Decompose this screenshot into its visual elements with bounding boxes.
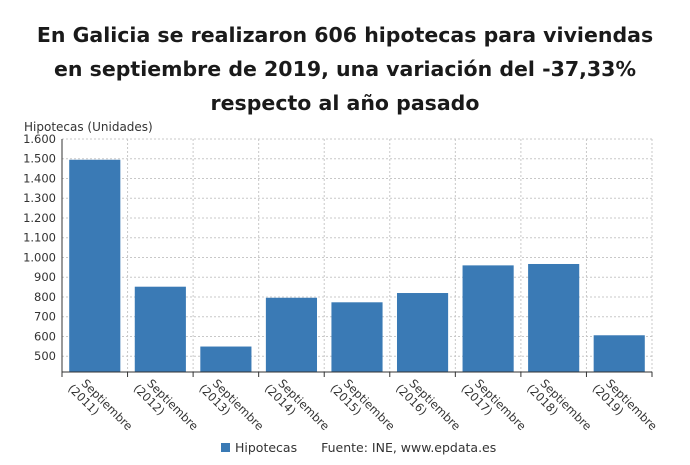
y-tick-label: 600	[34, 329, 56, 343]
y-tick-labels: 500 600 700 800 900 1.000 1.100 1.200 1.300 1.400…	[23, 132, 56, 363]
bars	[69, 159, 645, 372]
x-tick-labels: Septiembre(2011) Septiembre(2012) Septiemb…	[65, 372, 660, 442]
bar	[265, 297, 318, 372]
x-tick-label: Septiembre(2017)	[459, 372, 529, 442]
grid-lines	[62, 138, 653, 372]
y-tick-label: 900	[34, 270, 56, 284]
legend: Hipotecas Fuente: INE, www.epdata.es	[221, 440, 496, 455]
y-axis-label: Hipotecas (Unidades)	[24, 120, 153, 134]
legend-swatch	[221, 443, 230, 452]
y-tick-label: 500	[34, 349, 56, 363]
y-tick-label: 1.200	[23, 211, 56, 225]
y-tick-label: 1.100	[23, 231, 56, 245]
axes	[61, 139, 653, 377]
x-tick-label: Septiembre(2011)	[65, 372, 135, 442]
bar	[69, 159, 121, 372]
y-tick-label: 1.300	[23, 191, 56, 205]
chart-title: En Galicia se realizaron 606 hipotecas p…	[36, 23, 654, 115]
bar	[396, 293, 449, 372]
source-note: Fuente: INE, www.epdata.es	[321, 440, 497, 455]
bar	[462, 265, 514, 372]
x-tick-label: Septiembre(2016)	[393, 372, 463, 442]
y-tick-label: 1.500	[23, 152, 56, 166]
bar	[134, 286, 186, 372]
y-tick-label: 700	[34, 310, 56, 324]
x-tick-label: Septiembre(2018)	[524, 372, 594, 442]
legend-label: Hipotecas	[235, 440, 298, 455]
y-tick-label: 1.000	[23, 250, 56, 264]
x-tick-label: Septiembre(2013)	[196, 372, 266, 442]
x-tick-label: Septiembre(2014)	[262, 372, 332, 442]
bar	[593, 335, 645, 372]
bar	[528, 263, 580, 372]
y-tick-label: 800	[34, 290, 56, 304]
x-tick-label: Septiembre(2012)	[131, 372, 201, 442]
x-tick-label: Septiembre(2015)	[327, 372, 397, 442]
x-tick-label: Septiembre(2019)	[590, 372, 660, 442]
bar	[200, 346, 252, 372]
y-tick-label: 1.600	[23, 132, 56, 146]
y-tick-label: 1.400	[23, 171, 56, 185]
bar	[331, 302, 383, 372]
